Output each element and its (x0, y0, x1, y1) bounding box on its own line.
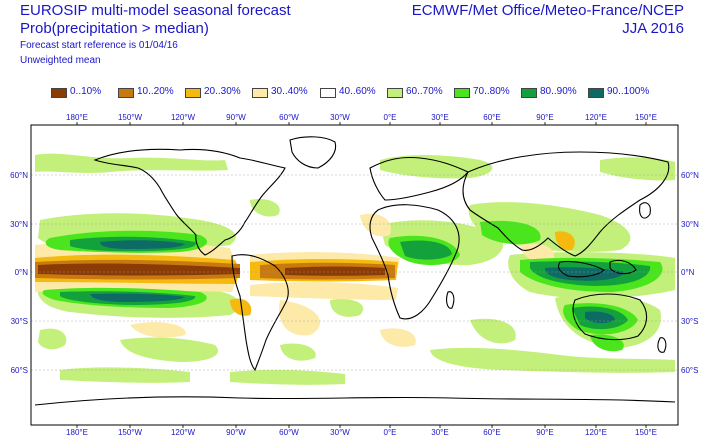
lat-label: 30°S (11, 317, 28, 326)
prob-0-10-areas (38, 263, 385, 276)
title-centres: ECMWF/Met Office/Meteo-France/NCEP (411, 2, 684, 19)
lon-label: 120°W (171, 428, 196, 437)
lon-label: 0°E (384, 113, 397, 122)
legend-swatch (454, 88, 470, 98)
lat-label: 30°N (10, 220, 28, 229)
legend-label: 70..80% (473, 86, 510, 97)
legend-label: 0..10% (70, 86, 102, 97)
lon-labels-bottom: 180°E 150°W 120°W 90°W 60°W 30°W 0°E 30°… (66, 428, 657, 437)
lon-label: 150°W (118, 428, 143, 437)
lat-labels-right: 60°N 30°N 0°N 30°S 60°S (681, 171, 699, 375)
title-variable: Prob(precipitation > median) (20, 20, 209, 37)
mean-type-label: Unweighted mean (20, 55, 101, 66)
lat-label: 30°S (681, 317, 698, 326)
title-model: EUROSIP multi-model seasonal forecast (20, 2, 291, 19)
map-frame (30, 124, 679, 426)
coastlines (34, 136, 676, 406)
color-legend: 0..10% 10..20% 20..30% 30..40% 40..60% 6… (0, 86, 706, 102)
lat-label: 60°S (11, 366, 28, 375)
legend-label: 40..60% (339, 86, 376, 97)
legend-label: 60..70% (406, 86, 443, 97)
lon-label: 90°W (226, 113, 246, 122)
probability-field (31, 136, 678, 406)
legend-swatch (521, 88, 537, 98)
legend-label: 80..90% (540, 86, 577, 97)
lon-label: 150°E (635, 113, 657, 122)
lat-label: 60°N (681, 171, 699, 180)
lon-label: 30°E (431, 428, 448, 437)
lon-label: 60°W (279, 113, 299, 122)
lon-label: 60°E (483, 428, 500, 437)
lat-label: 0°N (681, 268, 695, 277)
title-season: JJA 2016 (622, 20, 684, 37)
legend-swatch (51, 88, 67, 98)
lon-label: 120°E (585, 428, 607, 437)
lat-label: 0°N (15, 268, 29, 277)
legend-swatch (320, 88, 336, 98)
legend-label: 10..20% (137, 86, 174, 97)
lon-label: 180°E (66, 113, 88, 122)
legend-label: 30..40% (271, 86, 308, 97)
lon-label: 90°E (536, 113, 553, 122)
lat-label: 60°S (681, 366, 698, 375)
legend-swatch (185, 88, 201, 98)
lat-label: 60°N (10, 171, 28, 180)
lon-label: 60°W (279, 428, 299, 437)
lon-label: 60°E (483, 113, 500, 122)
legend-swatch (387, 88, 403, 98)
legend-label: 90..100% (607, 86, 650, 97)
lon-label: 90°E (536, 428, 553, 437)
lat-label: 30°N (681, 220, 699, 229)
forecast-start-label: Forecast start reference is 01/04/16 (20, 40, 178, 51)
lon-label: 150°W (118, 113, 143, 122)
lon-label: 30°W (330, 428, 350, 437)
lat-labels-left: 60°N 30°N 0°N 30°S 60°S (10, 171, 28, 375)
lon-labels-top: 180°E 150°W 120°W 90°W 60°W 30°W 0°E 30°… (66, 113, 657, 122)
legend-swatch (252, 88, 268, 98)
prob-90-100-areas (90, 240, 625, 324)
legend-swatch (588, 88, 604, 98)
lon-label: 180°E (66, 428, 88, 437)
axis-ticks (76, 122, 647, 428)
lon-label: 30°E (431, 113, 448, 122)
lon-label: 120°W (171, 113, 196, 122)
lon-label: 30°W (330, 113, 350, 122)
lon-label: 120°E (585, 113, 607, 122)
lon-label: 0°E (384, 428, 397, 437)
legend-label: 20..30% (204, 86, 241, 97)
lon-label: 150°E (635, 428, 657, 437)
legend-swatch (118, 88, 134, 98)
lon-label: 90°W (226, 428, 246, 437)
